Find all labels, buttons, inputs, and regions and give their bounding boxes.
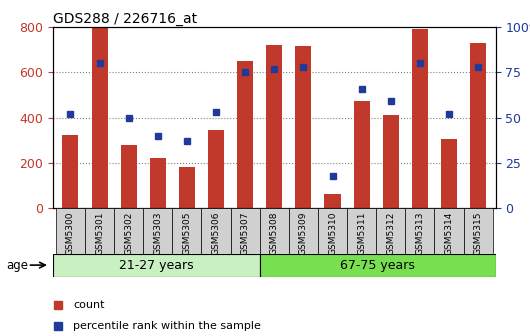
Bar <box>383 115 399 208</box>
Text: GSM5314: GSM5314 <box>445 211 454 255</box>
Bar <box>289 208 318 254</box>
Bar <box>441 139 457 208</box>
Bar <box>143 208 172 254</box>
Bar <box>464 208 493 254</box>
Bar <box>85 208 114 254</box>
Text: GSM5300: GSM5300 <box>66 211 75 255</box>
Bar <box>412 29 428 208</box>
Text: GSM5307: GSM5307 <box>241 211 250 255</box>
Text: GSM5306: GSM5306 <box>211 211 220 255</box>
Text: percentile rank within the sample: percentile rank within the sample <box>73 321 261 331</box>
Bar <box>172 208 201 254</box>
Bar <box>114 208 143 254</box>
Bar <box>237 61 253 208</box>
Bar <box>324 194 340 208</box>
Text: GSM5302: GSM5302 <box>124 211 133 255</box>
Text: GSM5310: GSM5310 <box>328 211 337 255</box>
Bar <box>56 208 85 254</box>
Text: GSM5303: GSM5303 <box>153 211 162 255</box>
Text: GSM5308: GSM5308 <box>270 211 279 255</box>
Bar <box>231 208 260 254</box>
Text: age: age <box>6 259 29 271</box>
Text: GSM5301: GSM5301 <box>95 211 104 255</box>
Bar <box>179 167 195 208</box>
Bar <box>121 145 137 208</box>
Bar <box>470 43 486 208</box>
Text: GDS288 / 226716_at: GDS288 / 226716_at <box>53 12 197 26</box>
Bar <box>53 254 260 277</box>
Bar <box>347 208 376 254</box>
Text: GSM5315: GSM5315 <box>474 211 483 255</box>
Bar <box>405 208 435 254</box>
Text: GSM5312: GSM5312 <box>386 211 395 255</box>
Text: 21-27 years: 21-27 years <box>119 259 193 272</box>
Bar <box>260 254 496 277</box>
Bar <box>435 208 464 254</box>
Bar <box>150 158 166 208</box>
Text: count: count <box>73 300 105 310</box>
Bar <box>318 208 347 254</box>
Bar <box>92 27 108 208</box>
Bar <box>354 100 369 208</box>
Bar <box>260 208 289 254</box>
Bar <box>208 130 224 208</box>
Text: 67-75 years: 67-75 years <box>340 259 415 272</box>
Bar <box>201 208 231 254</box>
Bar <box>63 135 78 208</box>
Text: GSM5311: GSM5311 <box>357 211 366 255</box>
Bar <box>266 45 282 208</box>
Text: GSM5305: GSM5305 <box>182 211 191 255</box>
Bar <box>376 208 405 254</box>
Text: GSM5309: GSM5309 <box>299 211 308 255</box>
Text: GSM5313: GSM5313 <box>416 211 425 255</box>
Bar <box>295 46 312 208</box>
